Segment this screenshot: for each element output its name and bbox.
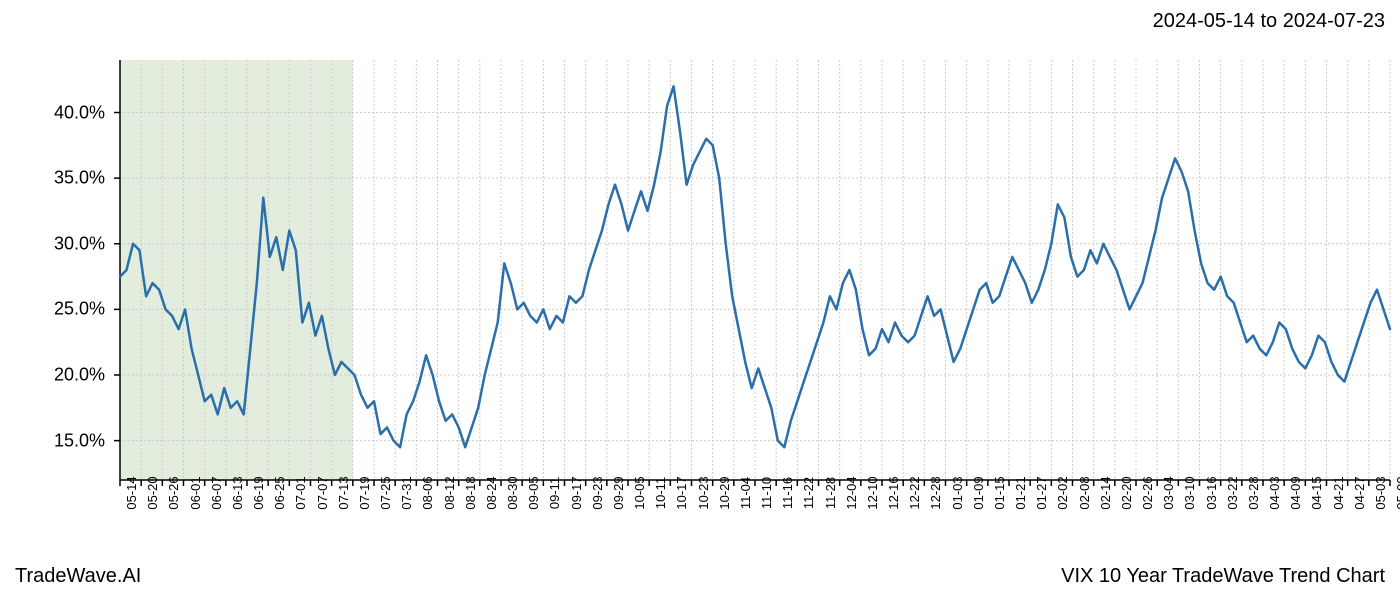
x-tick-label: 10-17 — [674, 476, 689, 509]
x-tick-label: 09-05 — [526, 476, 541, 509]
x-tick-label: 11-22 — [801, 477, 816, 509]
y-tick-label: 25.0% — [54, 299, 105, 320]
chart-container — [120, 60, 1390, 480]
x-tick-label: 05-20 — [145, 476, 160, 509]
x-tick-label: 07-19 — [357, 476, 372, 509]
x-tick-label: 10-29 — [717, 476, 732, 509]
x-tick-label: 06-07 — [209, 476, 224, 509]
x-tick-label: 06-01 — [188, 476, 203, 509]
x-tick-label: 03-16 — [1204, 476, 1219, 509]
x-tick-label: 05-26 — [166, 476, 181, 509]
x-tick-label: 04-15 — [1309, 476, 1324, 509]
x-tick-label: 02-20 — [1119, 476, 1134, 509]
x-tick-label: 01-09 — [971, 476, 986, 509]
x-tick-label: 02-14 — [1098, 476, 1113, 509]
x-tick-label: 06-25 — [272, 476, 287, 509]
y-tick-label: 40.0% — [54, 102, 105, 123]
x-tick-label: 02-02 — [1055, 476, 1070, 509]
y-tick-label: 15.0% — [54, 430, 105, 451]
x-tick-label: 09-23 — [590, 476, 605, 509]
x-tick-label: 10-05 — [632, 476, 647, 509]
x-tick-label: 01-21 — [1013, 476, 1028, 509]
x-tick-label: 05-09 — [1394, 476, 1400, 509]
y-axis-labels: 15.0% 20.0% 25.0% 30.0% 35.0% 40.0% — [0, 60, 115, 480]
x-tick-label: 11-16 — [780, 477, 795, 509]
x-tick-label: 09-17 — [569, 476, 584, 509]
x-axis-labels: 05-1405-2005-2606-0106-0706-1306-1906-25… — [120, 485, 1390, 565]
x-tick-label: 04-21 — [1331, 476, 1346, 509]
x-tick-label: 05-14 — [124, 476, 139, 509]
x-tick-label: 12-28 — [928, 476, 943, 509]
x-tick-label: 12-04 — [844, 476, 859, 509]
brand-label: TradeWave.AI — [15, 565, 141, 588]
x-tick-label: 12-16 — [886, 476, 901, 509]
y-tick-label: 20.0% — [54, 365, 105, 386]
x-tick-label: 08-18 — [463, 476, 478, 509]
x-tick-label: 01-03 — [950, 476, 965, 509]
x-tick-label: 06-13 — [230, 476, 245, 509]
x-tick-label: 11-10 — [759, 477, 774, 509]
x-tick-label: 01-15 — [992, 476, 1007, 509]
date-range-header: 2024-05-14 to 2024-07-23 — [1153, 10, 1385, 33]
x-tick-label: 06-19 — [251, 476, 266, 509]
x-tick-label: 08-12 — [442, 476, 457, 509]
x-tick-label: 07-25 — [378, 476, 393, 509]
x-tick-label: 05-03 — [1373, 476, 1388, 509]
x-tick-label: 11-28 — [823, 477, 838, 509]
x-tick-label: 04-09 — [1288, 476, 1303, 509]
line-chart — [120, 60, 1390, 480]
x-tick-label: 03-22 — [1225, 476, 1240, 509]
x-tick-label: 08-30 — [505, 476, 520, 509]
x-tick-label: 04-03 — [1267, 476, 1282, 509]
x-tick-label: 04-27 — [1352, 476, 1367, 509]
y-tick-label: 30.0% — [54, 233, 105, 254]
x-tick-label: 12-10 — [865, 476, 880, 509]
x-tick-label: 10-11 — [653, 477, 668, 509]
x-tick-label: 07-07 — [315, 476, 330, 509]
x-tick-label: 08-24 — [484, 476, 499, 509]
x-tick-label: 07-01 — [293, 476, 308, 509]
x-tick-label: 11-04 — [738, 477, 753, 509]
x-tick-label: 08-06 — [420, 476, 435, 509]
x-tick-label: 03-28 — [1246, 476, 1261, 509]
x-tick-label: 07-31 — [399, 476, 414, 509]
x-tick-label: 03-04 — [1161, 476, 1176, 509]
chart-title: VIX 10 Year TradeWave Trend Chart — [1061, 565, 1385, 588]
x-tick-label: 02-08 — [1077, 476, 1092, 509]
x-tick-label: 10-23 — [696, 476, 711, 509]
x-tick-label: 01-27 — [1034, 476, 1049, 509]
y-tick-label: 35.0% — [54, 168, 105, 189]
x-tick-label: 03-10 — [1182, 476, 1197, 509]
x-tick-label: 02-26 — [1140, 476, 1155, 509]
x-tick-label: 12-22 — [907, 476, 922, 509]
x-tick-label: 09-11 — [547, 477, 562, 509]
x-tick-label: 07-13 — [336, 476, 351, 509]
x-tick-label: 09-29 — [611, 476, 626, 509]
